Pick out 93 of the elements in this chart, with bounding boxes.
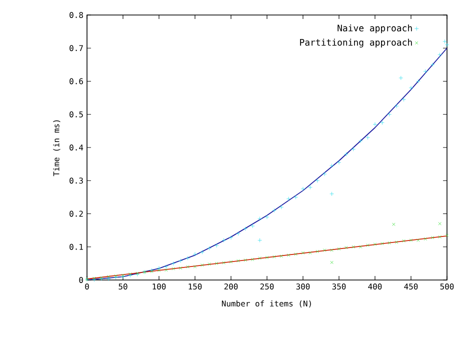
point [351,146,356,152]
point [358,245,362,248]
point [236,231,240,236]
point [222,261,226,264]
point [445,234,449,237]
point [366,135,370,140]
point [438,235,442,239]
point [106,275,110,278]
point [214,262,218,266]
point [442,39,448,44]
point [164,264,168,269]
point [444,42,450,48]
point [258,256,262,260]
point [228,235,234,240]
point [243,226,248,231]
point [258,216,262,221]
point [164,268,168,272]
point [300,186,306,192]
point [330,260,334,264]
point [308,251,312,254]
point [330,248,334,252]
point [106,276,111,282]
point [214,243,219,248]
point [279,204,284,210]
point [402,239,406,243]
point [229,260,233,264]
point [186,256,190,260]
line-series [87,48,447,280]
point [430,62,435,67]
point [200,250,204,254]
legend-label: Partitioning approach [300,38,412,48]
point [301,251,305,254]
point [222,238,226,242]
point [172,267,176,270]
point [394,104,399,108]
point [416,79,420,84]
point [398,76,404,80]
point [430,236,434,240]
point [387,112,392,117]
point [315,178,320,183]
point [178,266,182,270]
point [200,263,204,267]
point [380,242,384,246]
point [294,252,298,256]
point [258,238,262,242]
point [264,214,270,220]
point [392,222,396,226]
point [358,138,363,144]
point [192,252,198,256]
point [316,250,320,254]
point [330,192,334,196]
point [388,241,392,245]
point [366,244,370,247]
point [272,255,276,258]
point [286,196,291,202]
point [330,164,334,168]
point [272,208,276,213]
point [156,266,162,270]
point [322,172,327,176]
point [423,69,428,74]
point [438,222,442,226]
point [250,224,255,228]
point [402,97,406,102]
point [178,258,183,263]
point [193,265,197,268]
point [409,238,413,242]
legend-label: Naive approach [338,24,412,34]
point [286,254,290,257]
point [157,268,161,272]
point [244,258,248,262]
point [408,86,414,90]
point [337,247,341,250]
point [294,194,298,200]
point [373,242,377,246]
point [352,245,356,248]
point [265,256,269,260]
point [344,152,348,156]
point [394,240,398,244]
point [308,185,312,190]
point [336,160,342,165]
point [207,246,212,250]
point [416,238,420,242]
point [372,122,378,127]
point [250,258,254,262]
point [344,246,348,250]
point [438,52,442,57]
point [380,120,384,125]
point [322,248,326,252]
point [236,259,240,262]
point [208,262,212,266]
point [171,261,176,266]
point [424,237,428,241]
point [280,254,284,258]
